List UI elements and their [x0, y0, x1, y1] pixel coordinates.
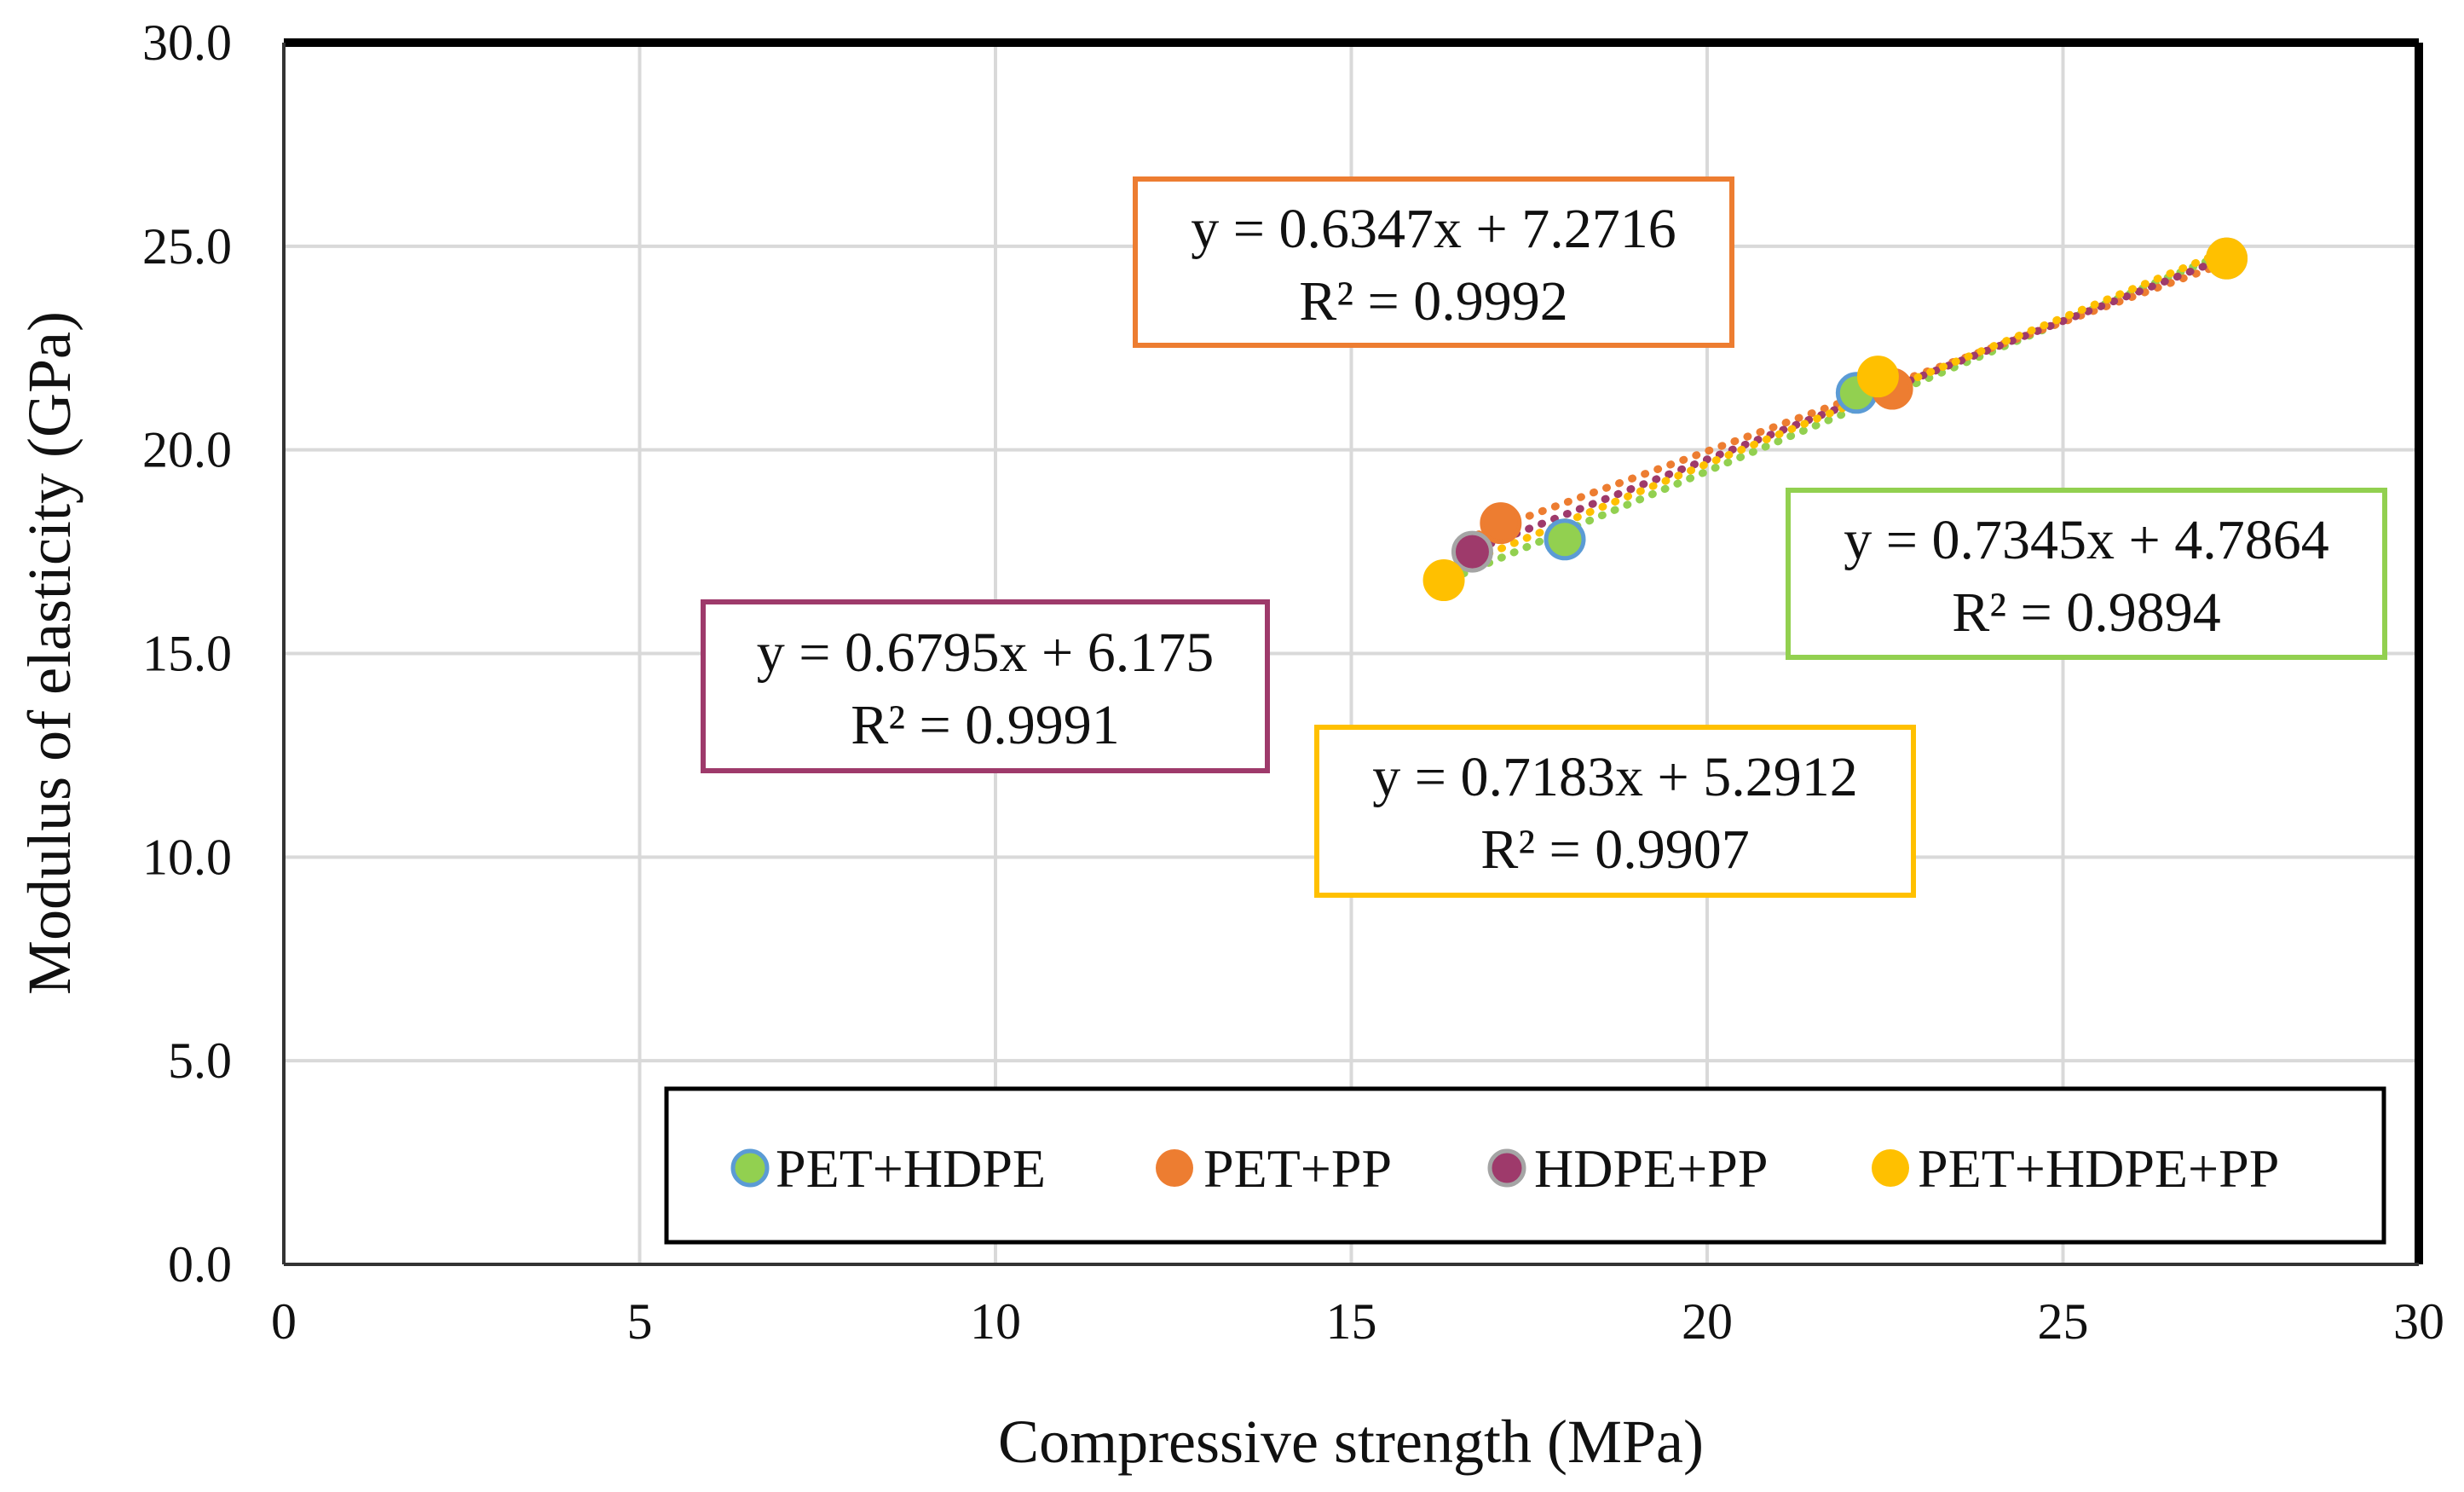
point-hdpe-pp: [1451, 530, 1493, 573]
trendline-pet-pp: [1461, 261, 2224, 543]
data-points: [1422, 237, 2248, 602]
x-tick-label: 15: [1326, 1293, 1377, 1350]
legend-marker-pet-hdpe-pp: [1872, 1149, 1909, 1187]
y-tick-label: 5.0: [168, 1032, 232, 1089]
point-pet-pp: [1480, 502, 1522, 545]
x-tick-label: 25: [2038, 1293, 2089, 1350]
legend-marker-hdpe-pp: [1487, 1148, 1526, 1188]
point-pet-hdpe-pp: [1856, 356, 1899, 398]
y-tick-label: 25.0: [142, 218, 232, 275]
r2-pet-pp: R² = 0.9992: [1299, 270, 1568, 333]
y-tick-label: 20.0: [142, 422, 232, 478]
point-pet-hdpe-pp: [1422, 559, 1465, 602]
equation-pet-hdpe-pp: y = 0.7183x + 5.2912: [1372, 746, 1857, 808]
equation-box-pet-pp: y = 0.6347x + 7.2716 R² = 0.9992: [1133, 176, 1734, 348]
x-tick-label: 10: [970, 1293, 1021, 1350]
x-tick-label: 30: [2393, 1293, 2444, 1350]
x-tick-label: 0: [271, 1293, 297, 1350]
trendline-hdpe-pp: [1461, 256, 2224, 558]
equation-box-pet-hdpe: y = 0.7345x + 4.7864 R² = 0.9894: [1786, 488, 2387, 660]
x-tick-label: 20: [1682, 1293, 1733, 1350]
point-pet-hdpe-pp: [2206, 237, 2248, 280]
y-tick-label: 0.0: [168, 1236, 232, 1292]
r2-pet-hdpe: R² = 0.9894: [1952, 581, 2221, 644]
y-axis-ticks: 0.0 5.0 10.0 15.0 20.0 25.0 30.0: [142, 14, 232, 1292]
y-tick-label: 30.0: [142, 14, 232, 71]
legend-label-pet-pp: PET+PP: [1203, 1138, 1392, 1199]
x-axis-ticks: 0 5 10 15 20 25 30: [271, 1293, 2444, 1350]
legend-label-hdpe-pp: HDPE+PP: [1534, 1138, 1768, 1199]
legend: PET+HDPE PET+PP HDPE+PP PET+HDPE+PP: [664, 1086, 2386, 1245]
equation-box-hdpe-pp: y = 0.6795x + 6.175 R² = 0.9991: [701, 599, 1270, 773]
y-tick-label: 15.0: [142, 626, 232, 682]
x-tick-label: 5: [627, 1293, 653, 1350]
equation-box-pet-hdpe-pp: y = 0.7183x + 5.2912 R² = 0.9907: [1314, 725, 1916, 898]
y-tick-label: 10.0: [142, 829, 232, 885]
legend-label-pet-hdpe-pp: PET+HDPE+PP: [1918, 1138, 2279, 1199]
equation-hdpe-pp: y = 0.6795x + 6.175: [757, 622, 1214, 684]
equation-pet-hdpe: y = 0.7345x + 4.7864: [1844, 509, 2328, 571]
x-axis-title: Compressive strength (MPa): [998, 1408, 1704, 1476]
legend-marker-pet-hdpe: [730, 1148, 770, 1188]
r2-hdpe-pp: R² = 0.9991: [851, 694, 1120, 756]
r2-pet-hdpe-pp: R² = 0.9907: [1480, 818, 1750, 881]
equation-pet-pp: y = 0.6347x + 7.2716: [1191, 198, 1676, 260]
y-axis-title: Modulus of elasticity (GPa): [15, 311, 84, 995]
trendline-pet-hdpe-pp: [1446, 249, 2224, 574]
point-pet-hdpe: [1544, 518, 1586, 561]
legend-label-pet-hdpe: PET+HDPE: [776, 1138, 1046, 1199]
plot-frame: [282, 38, 2423, 1266]
legend-marker-pet-pp: [1156, 1149, 1193, 1187]
